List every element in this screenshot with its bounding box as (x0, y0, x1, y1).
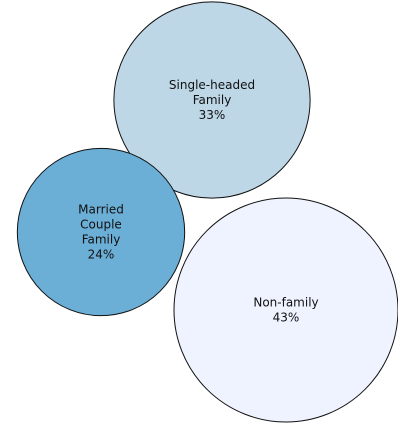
bubble-label-non-family-1: 43% (273, 311, 300, 325)
bubble-label-married-couple-family-1: Couple (80, 218, 122, 232)
bubble-label-married-couple-family-0: Married (78, 203, 124, 217)
bubble-label-single-headed-family-1: Family (193, 93, 232, 107)
bubble-label-single-headed-family-2: 33% (199, 108, 226, 122)
bubble-label-non-family-0: Non-family (253, 296, 318, 310)
bubble-label-single-headed-family-0: Single-headed (169, 78, 255, 92)
bubble-circle-married-couple-family (16, 147, 186, 317)
bubble-circle-single-headed-family (113, 1, 311, 199)
bubble-circle-non-family (173, 197, 398, 423)
bubble-label-married-couple-family-3: 24% (88, 248, 115, 262)
bubble-label-married-couple-family-2: Family (82, 233, 121, 247)
